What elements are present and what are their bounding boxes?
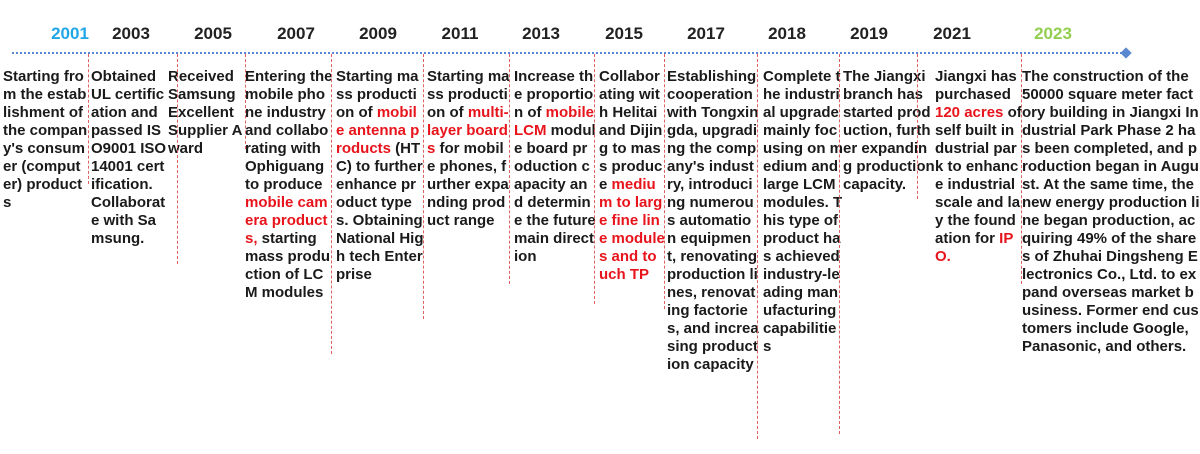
highlight-text: medium to large fine line modules and to…	[599, 176, 665, 283]
year-label-2005: 2005	[194, 24, 232, 43]
highlight-text: mobile LCM	[514, 104, 594, 139]
year-label-2023: 2023	[1034, 24, 1072, 43]
milestone-text: Collaborating with Helitai and Dijing to…	[599, 68, 663, 193]
year-label-2009: 2009	[359, 24, 397, 43]
separator-line	[177, 54, 178, 264]
milestone-text: Starting from the establishment of the c…	[3, 68, 88, 211]
year-label-2019: 2019	[850, 24, 888, 43]
milestone-text: The construction of the 50000 square met…	[1022, 68, 1200, 355]
separator-line	[245, 54, 246, 149]
milestone-text: Starting mass production of	[427, 68, 510, 121]
milestone-text: (HTC) to further enhance product types. …	[336, 140, 424, 283]
milestone-2013: Increase the proportion of mobile LCM mo…	[514, 68, 596, 266]
separator-line	[423, 54, 424, 319]
milestone-text: starting mass production of LCM modules	[245, 230, 331, 301]
year-label-2003: 2003	[112, 24, 150, 43]
milestone-2005: Received Samsung Excellent Supplier Awar…	[168, 68, 244, 158]
milestone-text: The Jiangxi branch has started productio…	[843, 68, 935, 193]
milestone-2018: Complete the industrial upgrade mainly f…	[763, 68, 843, 356]
milestone-text: Complete the industrial upgrade mainly f…	[763, 68, 843, 355]
separator-line	[664, 54, 665, 309]
separator-line	[1021, 54, 1022, 284]
milestone-2009: Starting mass production of mobile anten…	[336, 68, 424, 284]
milestone-2019: The Jiangxi branch has started productio…	[843, 68, 935, 194]
separator-line	[594, 54, 595, 304]
milestone-text: Establishing cooperation with Tongxingda…	[667, 68, 759, 373]
year-label-2013: 2013	[522, 24, 560, 43]
milestone-text: Received Samsung Excellent Supplier Awar…	[168, 68, 243, 157]
separator-line	[757, 54, 758, 439]
milestone-2003: Obtained UL certification and passed ISO…	[91, 68, 167, 248]
milestone-text: Jiangxi has purchased	[935, 68, 1017, 103]
milestone-2017: Establishing cooperation with Tongxingda…	[667, 68, 759, 374]
year-label-2007: 2007	[277, 24, 315, 43]
milestone-2007: Entering the mobile phone industry and c…	[245, 68, 333, 302]
highlight-text: mobile antenna products	[336, 104, 420, 157]
milestone-text: Starting mass production of	[336, 68, 419, 121]
year-label-2011: 2011	[441, 24, 479, 43]
year-label-2017: 2017	[687, 24, 725, 43]
timeline-axis	[12, 52, 1126, 54]
axis-end-marker	[1120, 47, 1132, 59]
milestone-2011: Starting mass production of multi-layer …	[427, 68, 511, 230]
separator-line	[88, 54, 89, 184]
year-label-2021: 2021	[933, 24, 971, 43]
highlight-text: 120 acres	[935, 104, 1004, 121]
milestone-text: Obtained UL certification and passed ISO…	[91, 68, 167, 247]
milestone-text: Increase the proportion of	[514, 68, 594, 121]
year-label-2001: 2001	[51, 24, 89, 43]
highlight-text: IPO.	[935, 230, 1014, 265]
separator-line	[839, 54, 840, 434]
milestone-text: for mobile phones, further expanding pro…	[427, 140, 509, 229]
milestone-text: of self built industrial park to enhance…	[935, 104, 1022, 247]
separator-line	[331, 54, 332, 354]
milestone-2021: Jiangxi has purchased 120 acres of self …	[935, 68, 1023, 266]
highlight-text: mobile camera products,	[245, 194, 328, 247]
separator-line	[509, 54, 510, 284]
milestone-text: Entering the mobile phone industry and c…	[245, 68, 333, 193]
milestone-text: module board production capacity and det…	[514, 122, 596, 265]
milestone-2015: Collaborating with Helitai and Dijing to…	[599, 68, 665, 284]
separator-line	[917, 54, 918, 199]
year-label-2018: 2018	[768, 24, 806, 43]
milestone-2023: The construction of the 50000 square met…	[1022, 68, 1200, 356]
milestone-2001: Starting from the establishment of the c…	[3, 68, 88, 212]
year-label-2015: 2015	[605, 24, 643, 43]
highlight-text: multi-layer boards	[427, 104, 509, 157]
